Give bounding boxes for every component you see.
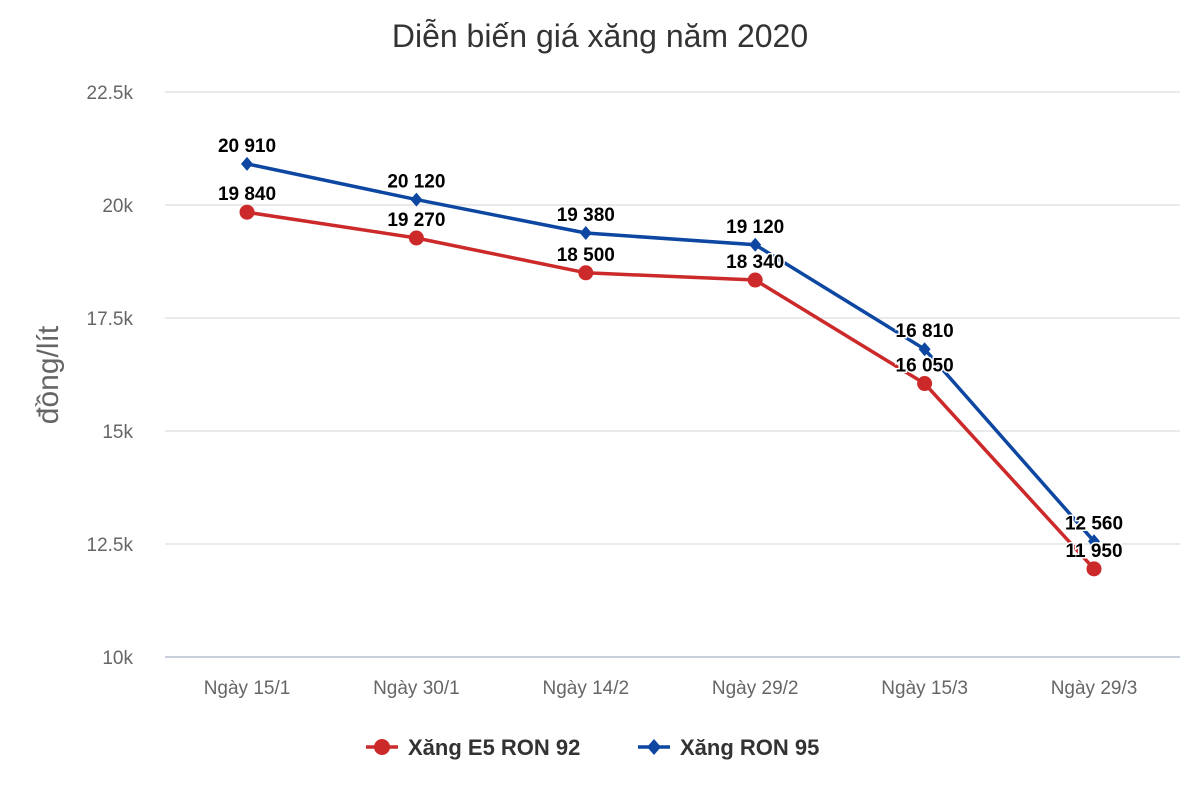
data-point — [410, 192, 423, 207]
data-label: 20 120 — [387, 172, 445, 193]
legend-label: Xăng E5 RON 92 — [408, 735, 580, 760]
data-point — [918, 342, 931, 357]
data-point — [579, 226, 592, 241]
y-axis-label: đồng/lít — [32, 325, 65, 424]
data-label: 19 840 — [218, 184, 276, 205]
y-tick-label: 12.5k — [87, 535, 134, 556]
y-tick-label: 10k — [102, 648, 133, 669]
y-tick-label: 20k — [102, 196, 133, 217]
x-tick-label: Ngày 30/1 — [373, 678, 460, 699]
data-point — [917, 376, 933, 392]
data-point — [241, 156, 253, 171]
data-label: 11 950 — [1065, 541, 1122, 562]
data-point — [749, 237, 762, 252]
data-label: 19 270 — [387, 210, 445, 231]
x-tick-label: Ngày 29/3 — [1051, 678, 1138, 699]
data-label: 16 050 — [896, 356, 954, 377]
x-tick-label: Ngày 14/2 — [542, 678, 629, 699]
data-label: 20 910 — [218, 136, 276, 157]
series-line — [246, 210, 1096, 571]
y-tick-label: 15k — [102, 422, 133, 443]
data-label: 19 380 — [557, 205, 615, 226]
data-label: 19 120 — [726, 217, 784, 238]
legend-label: Xăng RON 95 — [680, 735, 819, 760]
y-tick-label: 17.5k — [87, 309, 134, 330]
data-point — [578, 265, 594, 281]
legend-marker — [647, 739, 661, 755]
x-tick-label: Ngày 29/2 — [712, 678, 799, 699]
y-tick-label: 22.5k — [87, 83, 134, 104]
x-tick-label: Ngày 15/3 — [881, 678, 968, 699]
legend: Xăng E5 RON 92 Xăng RON 95 — [366, 735, 819, 760]
x-tick-label: Ngày 15/1 — [204, 678, 291, 699]
data-point — [1088, 534, 1100, 549]
data-point — [239, 204, 255, 220]
series-line — [246, 162, 1096, 543]
data-label: 16 810 — [896, 321, 954, 342]
chart-title: Diễn biến giá xăng năm 2020 — [392, 18, 808, 54]
data-point — [408, 230, 424, 246]
data-label: 12 560 — [1065, 513, 1123, 534]
data-point — [1086, 561, 1102, 577]
data-point — [747, 272, 763, 288]
legend-marker — [374, 739, 390, 755]
data-label: 18 500 — [557, 245, 615, 266]
data-label: 18 340 — [726, 252, 784, 273]
